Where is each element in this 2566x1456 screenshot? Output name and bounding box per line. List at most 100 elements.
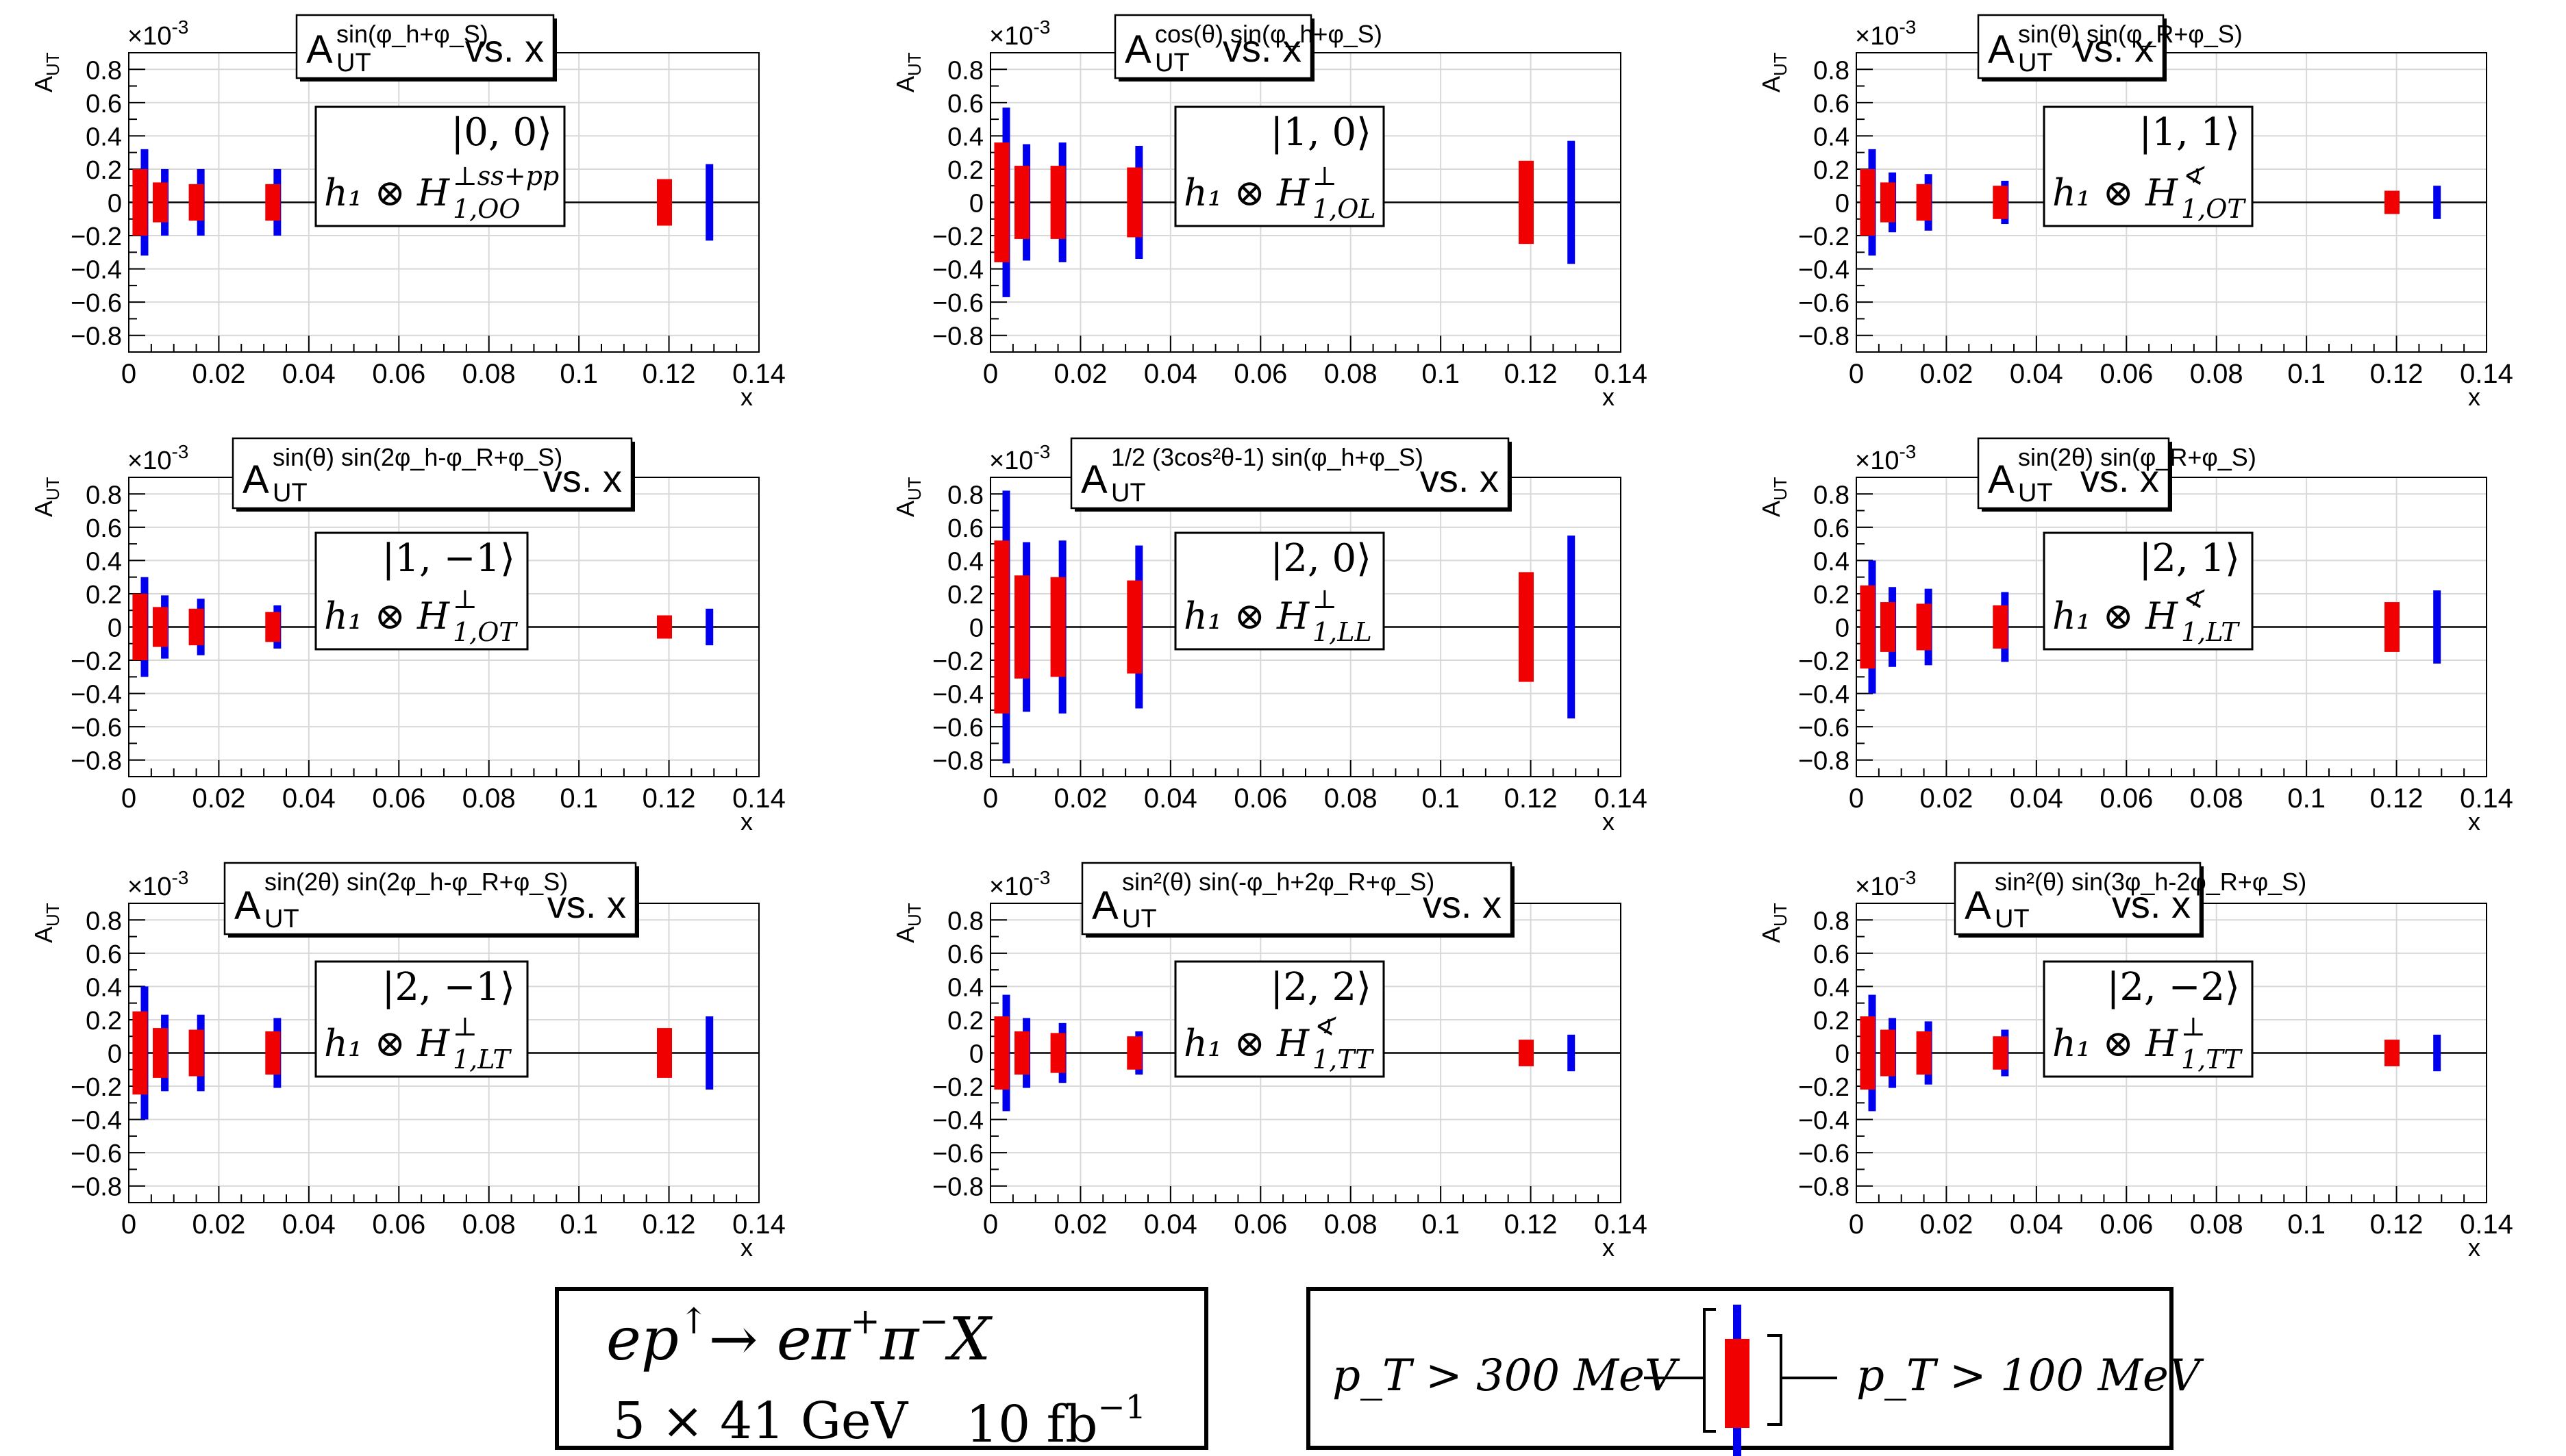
operator-sub: 1,LT [2181,617,2240,647]
series-pt300 [1860,585,2400,669]
y-tick-label: −0.2 [1798,1073,1849,1102]
y-tick-label: 0 [108,614,122,643]
error-bar [1993,605,2008,649]
error-bar [706,608,714,646]
chart-panel-2: 0 0.02 0.04 0.06 0.08 0.1 0.12 0.14 0.8 0.6 0.4 0.2… [891,14,1647,411]
chart-title-suffix: vs. x [543,457,622,500]
error-bar [1880,182,1895,223]
y-tick-label: −0.6 [71,289,122,318]
chart-title: A [1965,883,1991,928]
energy-label: 5 × 41 GeV [613,1392,909,1451]
x-tick-label: 0.1 [2287,359,2326,389]
y-axis-label: AUT [891,903,925,943]
axis-exponent: ×10-3 [127,441,188,475]
y-tick-label: −0.4 [932,1107,984,1135]
x-tick-label: 0.06 [1234,783,1287,814]
error-bar [2433,590,2441,664]
y-axis-label: AUT [1757,477,1791,517]
axis-exponent: ×10-3 [989,16,1050,51]
error-bar [2433,1034,2441,1072]
x-axis-label: x [1602,383,1615,411]
x-tick-label: 0.08 [462,783,516,814]
y-axis-label: AUT [1757,52,1791,92]
x-tick-label: 0.1 [560,1209,598,1240]
chart-title-suffix: vs. x [1423,883,1502,926]
y-tick-label: 0 [108,1040,122,1069]
operator-sub: 1,OT [2181,194,2246,224]
y-tick-label: −0.6 [932,289,984,318]
x-tick-label: 0.02 [192,1209,245,1240]
chart-title: A [234,883,261,928]
operator-sub: 1,LT [453,1044,512,1075]
x-tick-label: 0.08 [2190,359,2243,389]
x-axis-label: x [740,383,753,411]
operator-box [2043,105,2254,227]
state-label: |2, −1⟩ [382,965,516,1009]
chart-title: A [1988,27,2015,72]
title-box [1081,862,1512,936]
operator-sup: ∢ [1312,1012,1336,1042]
info-box: ep↑→ eπ+π−X 5 × 41 GeV 10 fb−1 [555,1287,1208,1454]
axis-exponent: ×10-3 [1855,16,1916,51]
reaction-label: ep↑→ eπ+π−X [606,1301,993,1374]
y-tick-label: −0.6 [932,714,984,742]
chart-title-suffix: vs. x [2112,883,2191,926]
title-box [223,862,637,936]
operator-sup: ∢ [2181,161,2205,191]
x-tick-label: 0 [983,359,998,389]
operator-box [1174,105,1385,227]
chart-title-sub: UT [1122,905,1157,933]
x-tick-label: 0.14 [2460,359,2513,389]
y-tick-label: 0.4 [947,547,984,576]
legend-label-pt100: p_T > 100 MeV [1856,1351,2204,1401]
error-bar [1127,1036,1143,1070]
y-tick-label: 0 [969,1040,984,1069]
info-box-frame [555,1287,1208,1450]
x-axis-label: x [2468,807,2480,836]
error-bar [657,179,672,226]
chart-panel-9: 0 0.02 0.04 0.06 0.08 0.1 0.12 0.14 0.8 0.6 0.4 0.2… [1757,862,2513,1262]
operator-box [1174,960,1385,1078]
x-tick-label: 0.06 [1234,1209,1287,1240]
operator-label: h₁ ⊗ H [2052,171,2178,214]
y-tick-label: 0 [1835,1040,1849,1069]
y-tick-label: −0.2 [932,223,984,251]
y-axis-label: AUT [29,52,63,92]
x-tick-label: 0.06 [372,359,425,389]
y-tick-label: 0.6 [947,90,984,118]
y-tick-label: −0.2 [1798,223,1849,251]
x-tick-label: 0.04 [282,783,336,814]
x-tick-label: 0.02 [1054,783,1107,814]
y-tick-label: 0.8 [1813,56,1849,85]
y-tick-label: −0.8 [71,747,122,776]
y-tick-label: −0.6 [71,1140,122,1168]
error-bar [2433,186,2441,219]
y-tick-label: −0.2 [932,647,984,676]
y-tick-label: 0.6 [947,940,984,969]
x-tick-label: 0.04 [282,359,336,389]
x-tick-label: 0.06 [372,1209,425,1240]
x-tick-label: 0 [121,783,136,814]
chart-title-sup: sin(2θ) sin(φ_R+φ_S) [2018,443,2256,471]
y-axis-label: AUT [891,52,925,92]
error-bar [265,1031,281,1075]
chart-title-sub: UT [1155,49,1190,77]
legend-bracket-left [1703,1308,1716,1433]
x-tick-label: 0.12 [2370,359,2424,389]
x-tick-label: 0.14 [1594,1209,1647,1240]
x-tick-label: 0.06 [1234,359,1287,389]
chart-panel-8: 0 0.02 0.04 0.06 0.08 0.1 0.12 0.14 0.8 0.6 0.4 0.2… [891,862,1647,1262]
y-ticks [1856,903,1873,1203]
chart-title-suffix: vs. x [2075,27,2154,70]
y-tick-label: −0.8 [1798,747,1849,776]
legend-label-pt300: p_T > 300 MeV [1332,1351,1680,1401]
error-bar [994,142,1010,262]
error-bar [2384,1040,2400,1066]
y-ticks [129,477,145,777]
operator-sub: 1,TT [1312,1044,1374,1075]
operator-sup: ∢ [2181,584,2205,614]
y-tick-label: −0.4 [1798,1107,1849,1135]
axis-exponent: ×10-3 [127,16,188,51]
x-tick-label: 0 [1849,783,1864,814]
operator-sub: 1,OO [453,194,521,224]
